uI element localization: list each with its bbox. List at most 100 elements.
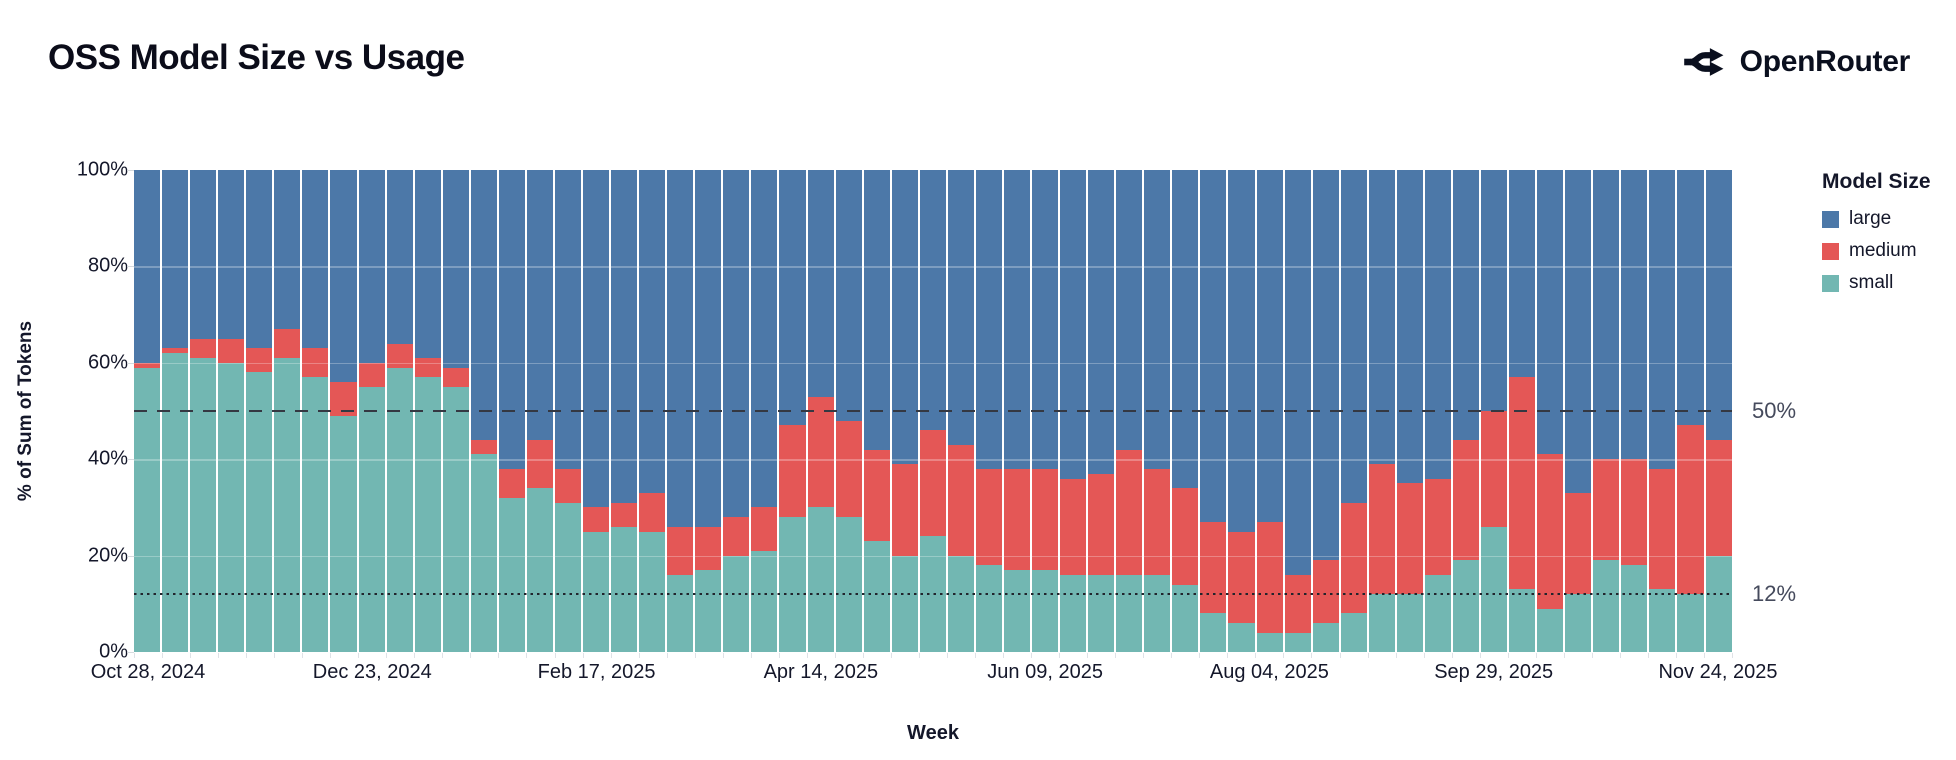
bar-segment-large	[1200, 170, 1227, 522]
x-tick-mark	[1143, 653, 1145, 658]
x-tick-mark	[582, 653, 584, 658]
x-tick-mark	[1647, 653, 1649, 658]
x-tick-label: Aug 04, 2025	[1209, 661, 1329, 683]
bar-segment-medium	[583, 507, 610, 532]
legend-item-large: large	[1822, 208, 1931, 230]
x-tick-mark	[975, 653, 977, 658]
bar-segment-small	[1312, 623, 1339, 652]
bar-week-Mar 17, 2025	[695, 170, 722, 652]
bar-segment-large	[723, 170, 750, 518]
bar-segment-small	[751, 550, 778, 652]
bar-segment-large	[162, 170, 189, 349]
x-tick-mark	[610, 653, 612, 658]
bar-segment-medium	[1088, 473, 1115, 575]
bar-segment-medium	[835, 420, 862, 518]
bar-segment-small	[554, 502, 581, 652]
bar-week-Feb 24, 2025	[611, 170, 638, 652]
bar-segment-small	[162, 353, 189, 652]
bar-segment-medium	[1228, 531, 1255, 624]
bar-week-Mar 10, 2025	[667, 170, 694, 652]
bar-segment-small	[1593, 560, 1620, 652]
bar-segment-medium	[1452, 439, 1479, 561]
bar-segment-large	[779, 170, 806, 426]
y-tick-label: 60%	[87, 351, 128, 374]
bar-segment-medium	[330, 382, 357, 416]
bar-week-Feb 03, 2025	[526, 170, 553, 652]
bar-week-Sep 08, 2025	[1396, 170, 1423, 652]
x-axis-title: Week	[907, 722, 959, 744]
bar-segment-small	[1677, 594, 1704, 652]
bar-segment-small	[1200, 613, 1227, 652]
legend-title: Model Size	[1822, 170, 1931, 193]
legend-label: small	[1849, 272, 1894, 293]
bar-segment-medium	[1116, 449, 1143, 575]
x-tick-mark	[862, 653, 864, 658]
bar-segment-small	[1396, 594, 1423, 652]
bar-segment-small	[498, 497, 525, 652]
x-tick-mark	[1171, 653, 1173, 658]
bar-segment-large	[611, 170, 638, 503]
x-tick-mark	[1423, 653, 1425, 658]
bar-week-Feb 17, 2025	[583, 170, 610, 652]
y-tick-label: 40%	[87, 447, 128, 470]
x-tick-mark	[1703, 653, 1705, 658]
x-tick-mark	[694, 653, 696, 658]
x-tick-label: Feb 17, 2025	[537, 661, 656, 683]
x-tick-mark	[162, 653, 164, 658]
bar-segment-large	[1481, 170, 1508, 412]
y-tick-mark	[127, 170, 134, 171]
bar-segment-small	[807, 507, 834, 652]
legend-item-small: small	[1822, 272, 1931, 294]
bar-segment-medium	[302, 348, 329, 378]
bar-segment-large	[218, 170, 245, 339]
bar-segment-medium	[919, 430, 946, 537]
bar-segment-medium	[1424, 478, 1451, 575]
bar-segment-medium	[554, 468, 581, 503]
x-tick-mark	[302, 653, 304, 658]
bar-segment-large	[583, 170, 610, 508]
x-tick-mark	[386, 653, 388, 658]
x-tick-mark	[246, 653, 248, 658]
y-tick-mark	[127, 266, 134, 268]
x-tick-mark	[778, 653, 780, 658]
x-tick-mark	[1591, 653, 1593, 658]
bar-segment-large	[695, 170, 722, 527]
legend-label: large	[1849, 208, 1892, 229]
bar-segment-large	[1032, 170, 1059, 469]
bar-segment-small	[947, 555, 974, 652]
bar-segment-medium	[1621, 459, 1648, 566]
bar-segment-large	[1537, 170, 1564, 455]
bar-segment-large	[1116, 170, 1143, 450]
bar-segment-large	[1452, 170, 1479, 440]
bar-segment-large	[975, 170, 1002, 469]
bar-segment-large	[1621, 170, 1648, 460]
y-tick-mark	[127, 362, 134, 364]
bar-segment-medium	[863, 449, 890, 542]
bar-segment-medium	[947, 444, 974, 556]
bar-week-Dec 16, 2024	[330, 170, 357, 652]
bar-segment-medium	[751, 507, 778, 551]
bar-week-Aug 11, 2025	[1284, 170, 1311, 652]
bar-segment-medium	[274, 329, 301, 358]
bar-segment-medium	[190, 338, 217, 358]
bar-segment-medium	[526, 439, 553, 489]
bar-segment-large	[190, 170, 217, 339]
bar-segment-large	[526, 170, 553, 440]
y-tick-mark	[127, 652, 134, 653]
bar-segment-large	[1144, 170, 1171, 469]
bar-segment-medium	[1509, 377, 1536, 590]
bar-week-Jul 14, 2025	[1172, 170, 1199, 652]
bar-segment-medium	[1172, 488, 1199, 585]
bar-segment-small	[695, 570, 722, 652]
bar-week-Nov 10, 2025	[1649, 170, 1676, 652]
bar-segment-large	[807, 170, 834, 397]
bar-segment-small	[302, 377, 329, 652]
bar-week-Jun 02, 2025	[1003, 170, 1030, 652]
bar-segment-small	[723, 555, 750, 652]
x-tick-mark	[947, 653, 949, 658]
bar-segment-medium	[1565, 492, 1592, 595]
bar-segment-large	[639, 170, 666, 493]
bar-segment-medium	[1060, 478, 1087, 575]
bar-week-May 26, 2025	[975, 170, 1002, 652]
